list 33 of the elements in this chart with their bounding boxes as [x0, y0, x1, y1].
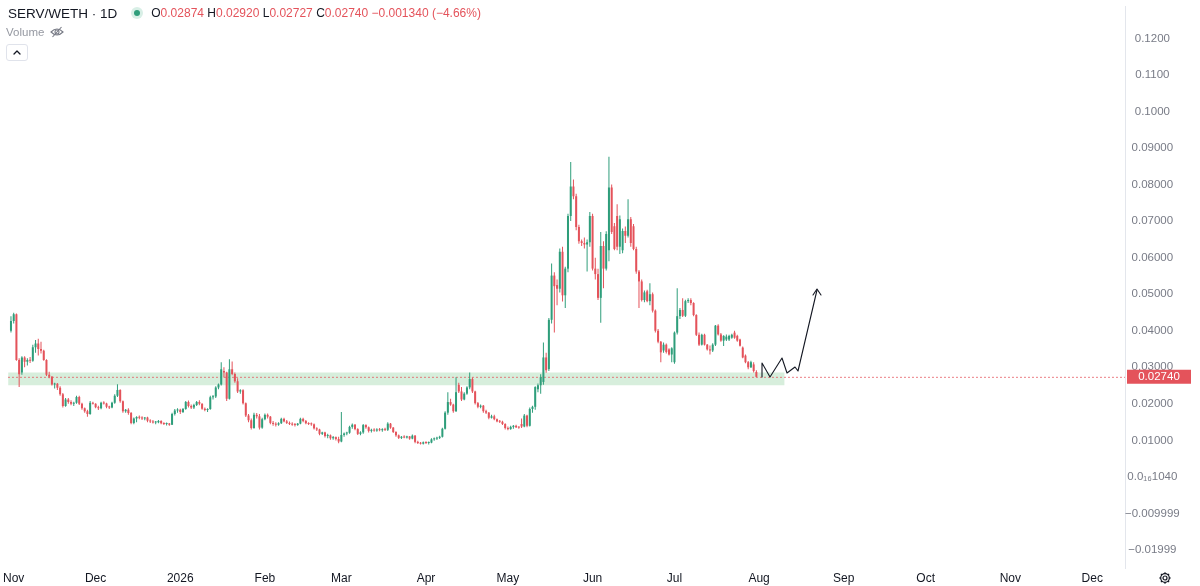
- y-tick-label: 0.05000: [1131, 287, 1174, 300]
- x-tick-label: Nov: [3, 570, 25, 585]
- y-tick-label: 0.03000: [1131, 360, 1174, 373]
- x-tick-label: Mar: [331, 570, 352, 585]
- chart-title: SERV/WETH · 1D: [8, 5, 118, 21]
- x-tick-label: 2026: [166, 570, 194, 585]
- y-tick-label: 0.02000: [1131, 397, 1174, 410]
- x-tick-label: Dec: [1081, 570, 1103, 585]
- y-tick-label: 0.07000: [1131, 214, 1174, 227]
- x-tick-label: May: [496, 570, 520, 585]
- annotation: O0.02874 H0.02920 L0.02727 C0.02740 −0.001340 (−4.66%): [151, 6, 481, 20]
- x-tick-label: Jun: [582, 570, 603, 585]
- ref-line-label: 0.02740: [1138, 370, 1180, 383]
- y-tick-label: −0.01999: [1128, 543, 1177, 556]
- y-tick-label: 0.01000: [1131, 433, 1174, 446]
- y-tick-label: 0.06000: [1131, 250, 1174, 263]
- y-tick-label: 0.1000: [1134, 104, 1170, 117]
- x-tick-label: Oct: [916, 570, 936, 585]
- x-tick-label: Sep: [833, 570, 855, 585]
- y-tick-label: 0.1100: [1135, 68, 1170, 81]
- x-tick-label: Feb: [254, 570, 276, 585]
- y-tick-label: 0.09000: [1131, 141, 1174, 154]
- y-tick-label: −0.009999: [1125, 506, 1180, 519]
- y-tick-label: 0.08000: [1131, 177, 1174, 190]
- x-tick-label: Dec: [84, 570, 107, 585]
- y-tick-label: 0.04000: [1131, 323, 1174, 336]
- annotation: Volume: [6, 26, 45, 38]
- x-tick-label: Jul: [666, 570, 683, 585]
- x-tick-label: Nov: [999, 570, 1021, 585]
- x-tick-label: Apr: [416, 570, 436, 585]
- x-tick-label: Aug: [748, 570, 770, 585]
- y-tick-label: 0.1200: [1134, 31, 1170, 44]
- y-tick-label: 0.0₁₆1040: [1127, 470, 1178, 483]
